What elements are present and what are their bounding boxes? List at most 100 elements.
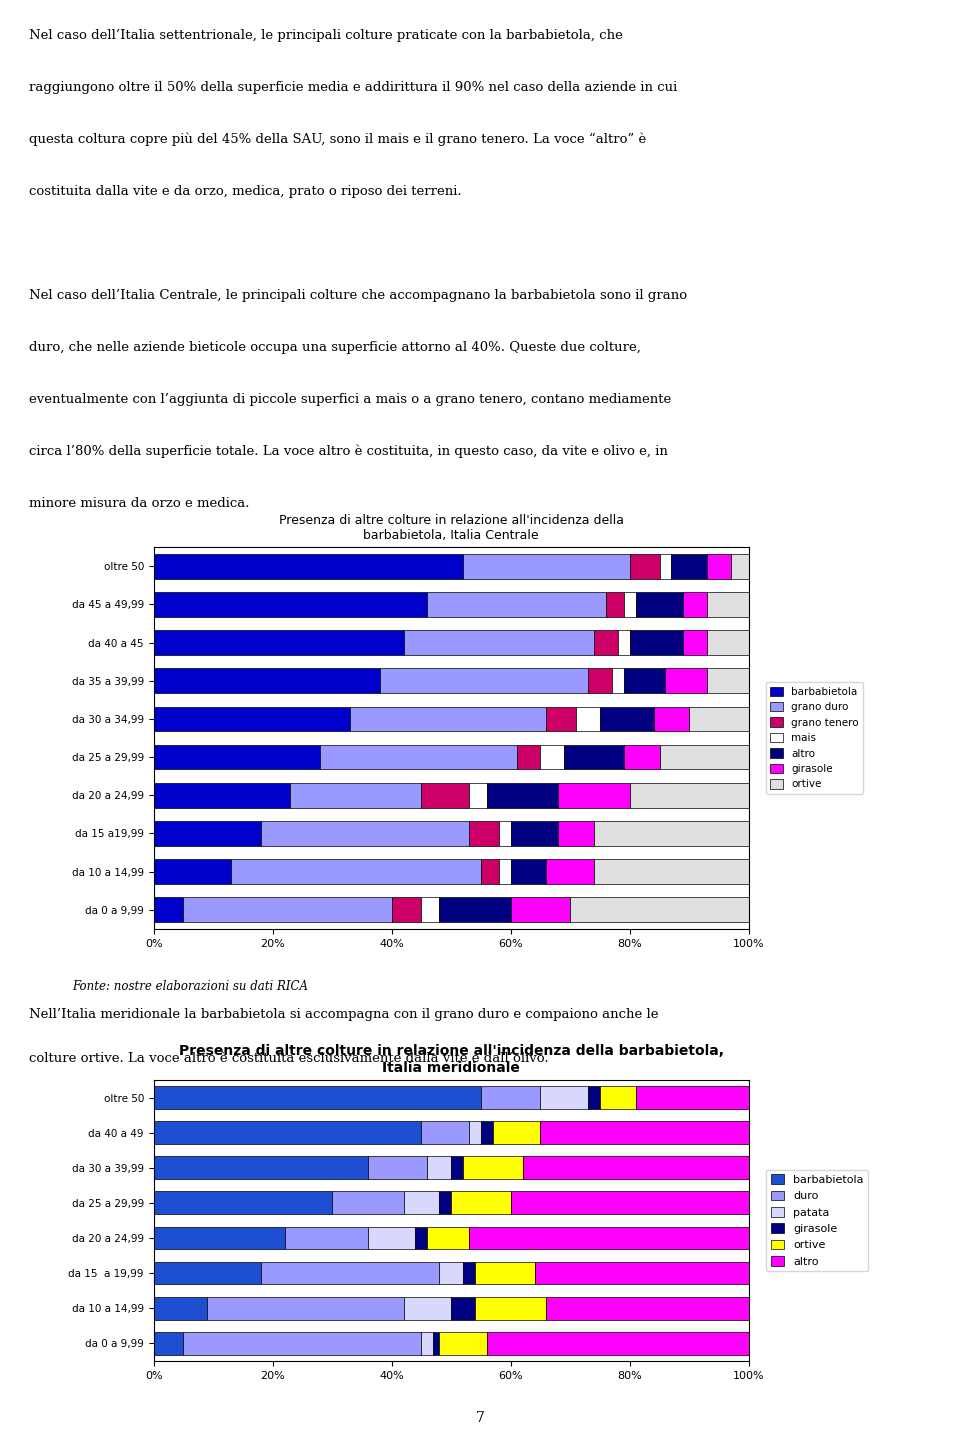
Bar <box>487 783 559 808</box>
Bar <box>684 631 708 655</box>
Bar <box>463 554 630 579</box>
Text: raggiungono oltre il 50% della superficie media e addirittura il 90% nel caso de: raggiungono oltre il 50% della superfici… <box>29 81 677 94</box>
Bar <box>499 860 511 884</box>
Bar <box>469 821 499 845</box>
Bar <box>594 631 618 655</box>
Bar <box>660 744 749 769</box>
Bar <box>350 707 546 732</box>
Bar <box>588 668 612 693</box>
Bar <box>207 1297 403 1319</box>
Bar <box>440 1191 451 1214</box>
Text: costituita dalla vite e da orzo, medica, prato o riposo dei terreni.: costituita dalla vite e da orzo, medica,… <box>29 184 462 197</box>
Bar <box>492 1122 540 1143</box>
Bar <box>475 1261 535 1284</box>
Bar <box>261 821 469 845</box>
Bar <box>588 1086 600 1109</box>
Bar <box>481 860 499 884</box>
Bar <box>535 1261 749 1284</box>
Bar <box>183 1332 421 1355</box>
Bar <box>469 783 487 808</box>
Bar <box>154 1122 421 1143</box>
Bar <box>463 1156 522 1179</box>
Bar <box>427 592 606 616</box>
Bar <box>487 1332 749 1355</box>
Bar <box>427 1156 451 1179</box>
Bar <box>154 1191 332 1214</box>
Bar <box>416 1227 427 1250</box>
Bar <box>433 1332 440 1355</box>
Bar <box>427 1227 469 1250</box>
Bar <box>440 1332 487 1355</box>
Text: Nel caso dell’Italia settentrionale, le principali colture praticate con la barb: Nel caso dell’Italia settentrionale, le … <box>29 29 623 42</box>
Bar <box>284 1227 368 1250</box>
Bar <box>154 744 321 769</box>
Bar <box>392 897 421 922</box>
Bar <box>594 860 749 884</box>
Text: 7: 7 <box>475 1411 485 1426</box>
Bar <box>332 1191 403 1214</box>
Legend: barbabietola, duro, patata, girasole, ortive, altro: barbabietola, duro, patata, girasole, or… <box>766 1169 868 1272</box>
Bar <box>660 554 671 579</box>
Bar <box>671 554 708 579</box>
Text: Nell’Italia meridionale la barbabietola si accompagna con il grano duro e compai: Nell’Italia meridionale la barbabietola … <box>29 1008 659 1021</box>
Bar <box>624 668 665 693</box>
Bar <box>440 897 511 922</box>
Bar <box>261 1261 440 1284</box>
Bar <box>546 707 576 732</box>
Bar <box>564 744 624 769</box>
Text: circa l’80% della superficie totale. La voce altro è costituita, in questo caso,: circa l’80% della superficie totale. La … <box>29 445 667 458</box>
Bar <box>606 592 624 616</box>
Bar <box>154 554 463 579</box>
Text: eventualmente con l’aggiunta di piccole superfici a mais o a grano tenero, conta: eventualmente con l’aggiunta di piccole … <box>29 393 671 406</box>
Text: duro, che nelle aziende bieticole occupa una superficie attorno al 40%. Queste d: duro, che nelle aziende bieticole occupa… <box>29 341 640 354</box>
Bar <box>231 860 481 884</box>
Bar <box>154 821 261 845</box>
Bar <box>689 707 749 732</box>
Bar <box>154 1156 368 1179</box>
Bar <box>451 1297 475 1319</box>
Bar <box>511 821 559 845</box>
Bar <box>499 821 511 845</box>
Bar <box>624 592 636 616</box>
Bar <box>576 707 600 732</box>
Bar <box>403 1297 451 1319</box>
Legend: barbabietola, grano duro, grano tenero, mais, altro, girasole, ortive: barbabietola, grano duro, grano tenero, … <box>766 683 863 793</box>
Bar <box>546 860 594 884</box>
Bar <box>481 1122 492 1143</box>
Bar <box>368 1227 416 1250</box>
Bar <box>154 860 231 884</box>
Bar <box>636 592 684 616</box>
Bar <box>421 1332 433 1355</box>
Bar <box>540 744 564 769</box>
Bar <box>154 1227 284 1250</box>
Bar <box>463 1261 475 1284</box>
Bar <box>684 592 708 616</box>
Bar <box>154 783 291 808</box>
Bar <box>469 1122 481 1143</box>
Bar <box>421 1122 469 1143</box>
Bar <box>154 707 350 732</box>
Bar <box>624 744 660 769</box>
Bar <box>630 631 684 655</box>
Bar <box>522 1156 749 1179</box>
Bar <box>618 631 630 655</box>
Bar <box>731 554 749 579</box>
Bar <box>421 897 440 922</box>
Bar <box>708 668 749 693</box>
Bar <box>516 744 540 769</box>
Bar <box>559 783 630 808</box>
Text: questa coltura copre più del 45% della SAU, sono il mais e il grano tenero. La v: questa coltura copre più del 45% della S… <box>29 132 646 147</box>
Bar <box>475 1297 546 1319</box>
Bar <box>481 1086 540 1109</box>
Bar <box>570 897 749 922</box>
Bar <box>403 631 594 655</box>
Bar <box>630 554 660 579</box>
Text: Fonte: nostre elaborazioni su dati RICA: Fonte: nostre elaborazioni su dati RICA <box>72 979 308 994</box>
Title: Presenza di altre colture in relazione all'incidenza della
barbabietola, Italia : Presenza di altre colture in relazione a… <box>278 514 624 541</box>
Bar <box>600 1086 636 1109</box>
Bar <box>154 1332 183 1355</box>
Bar <box>665 668 708 693</box>
Bar <box>440 1261 463 1284</box>
Bar <box>546 1297 749 1319</box>
Bar <box>612 668 624 693</box>
